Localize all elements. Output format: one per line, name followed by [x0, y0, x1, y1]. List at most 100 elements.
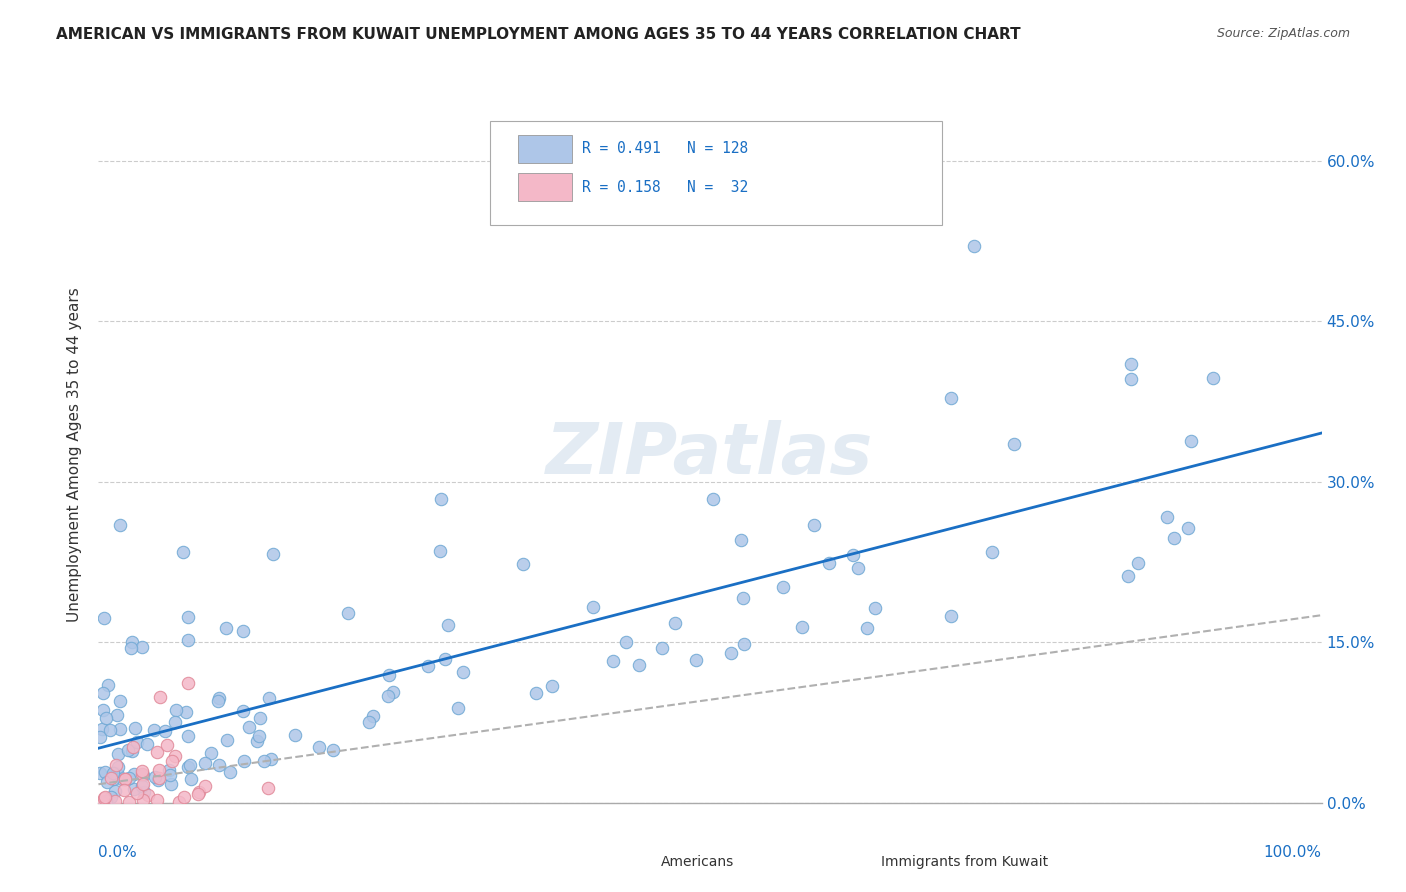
Point [90, 723, 112, 737]
Point [194, 756, 217, 770]
Point [447, 701, 470, 715]
Point [207, 694, 229, 708]
Point [112, 783, 135, 797]
Point [157, 763, 180, 777]
Point [939, 391, 962, 405]
Point [253, 754, 276, 768]
Point [262, 547, 284, 561]
Point [818, 556, 841, 570]
Point [114, 772, 136, 786]
Point [142, 723, 165, 738]
Point [187, 787, 209, 801]
Point [143, 770, 166, 784]
Point [94, 789, 117, 804]
Point [89, 730, 111, 744]
Point [132, 793, 155, 807]
Point [188, 785, 211, 799]
Point [702, 491, 724, 506]
Y-axis label: Unemployment Among Ages 35 to 44 years: Unemployment Among Ages 35 to 44 years [67, 287, 83, 623]
Point [981, 545, 1004, 559]
Point [512, 557, 534, 571]
Point [233, 755, 256, 769]
Point [1156, 509, 1178, 524]
Point [180, 772, 202, 786]
Point [238, 720, 260, 734]
Point [217, 732, 239, 747]
Point [125, 735, 148, 749]
Point [107, 760, 129, 774]
Point [962, 239, 984, 253]
Point [177, 633, 200, 648]
Point [100, 772, 122, 786]
Point [841, 549, 863, 563]
Point [91, 686, 114, 700]
Point [165, 748, 187, 763]
Point [172, 545, 194, 559]
Point [232, 624, 254, 638]
Point [94, 711, 117, 725]
Point [132, 768, 155, 782]
Point [790, 619, 813, 633]
Point [111, 772, 134, 786]
Point [108, 694, 131, 708]
Point [131, 780, 153, 794]
Point [1163, 531, 1185, 545]
Point [378, 668, 401, 682]
Point [105, 708, 128, 723]
Point [174, 705, 197, 719]
Text: Source: ZipAtlas.com: Source: ZipAtlas.com [1216, 27, 1350, 40]
Point [1002, 437, 1025, 451]
Point [284, 728, 307, 742]
Point [146, 772, 169, 787]
Point [803, 517, 825, 532]
Point [540, 679, 562, 693]
Point [100, 723, 122, 738]
Point [232, 704, 254, 718]
Point [149, 690, 172, 705]
Point [89, 766, 111, 780]
Point [1202, 370, 1225, 384]
Point [169, 795, 191, 809]
FancyBboxPatch shape [517, 173, 572, 201]
Point [120, 640, 142, 655]
Point [433, 652, 456, 666]
Point [107, 768, 129, 782]
Text: R = 0.491   N = 128: R = 0.491 N = 128 [582, 141, 748, 156]
Point [651, 641, 673, 656]
Point [97, 678, 120, 692]
Point [117, 743, 139, 757]
Point [135, 737, 157, 751]
Point [429, 543, 451, 558]
Point [219, 765, 242, 780]
Point [118, 771, 141, 785]
Point [145, 793, 167, 807]
Point [163, 714, 186, 729]
Point [685, 652, 707, 666]
Point [94, 764, 117, 779]
Point [155, 723, 177, 738]
Point [173, 790, 195, 805]
Point [856, 621, 879, 635]
Point [156, 738, 179, 752]
Point [165, 703, 187, 717]
Point [177, 760, 200, 774]
FancyBboxPatch shape [517, 135, 572, 162]
Point [121, 635, 143, 649]
Text: R = 0.158   N =  32: R = 0.158 N = 32 [582, 179, 748, 194]
Point [124, 721, 146, 735]
Point [122, 766, 145, 780]
Point [93, 610, 115, 624]
Point [359, 715, 381, 730]
Point [104, 757, 127, 772]
Point [382, 685, 405, 699]
Point [110, 518, 132, 533]
Point [148, 771, 170, 785]
Point [148, 763, 170, 777]
Point [249, 711, 271, 725]
Point [377, 689, 399, 703]
Point [122, 740, 145, 755]
Point [146, 745, 169, 759]
Point [104, 765, 127, 780]
Point [256, 781, 278, 796]
Point [614, 635, 637, 649]
